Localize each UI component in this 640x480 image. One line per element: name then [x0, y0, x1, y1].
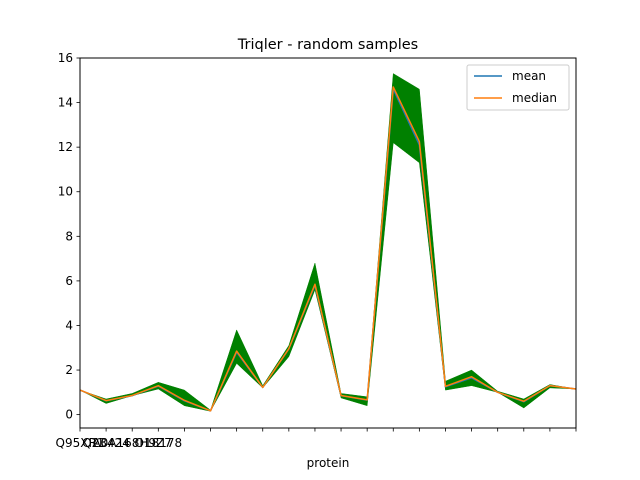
y-axis: 0 2 4 6 8 10 12 14 16 [58, 51, 80, 422]
x-tick-label: Q23424 [82, 436, 130, 450]
y-tick-label: 10 [58, 185, 73, 199]
y-tick-label: 14 [58, 96, 73, 110]
x-tick-label: O18178 [135, 436, 183, 450]
y-tick-label: 2 [65, 363, 73, 377]
y-tick-label: 4 [65, 318, 73, 332]
plot-frame [79, 57, 577, 429]
series-line-median [79, 86, 577, 412]
legend-label-median: median [512, 91, 557, 105]
y-tick-label: 12 [58, 140, 73, 154]
legend: mean median [466, 64, 570, 111]
y-tick-label: 6 [65, 274, 73, 288]
x-tick-label: A0A168H9Z7 [92, 436, 171, 450]
x-axis-label: protein [307, 456, 350, 470]
chart-title: Triqler - random samples [237, 37, 418, 53]
y-tick-label: 0 [65, 408, 73, 422]
y-tick-label: 8 [65, 229, 73, 243]
legend-label-mean: mean [512, 69, 546, 83]
y-tick-label: 16 [58, 51, 73, 65]
series-layer [79, 86, 577, 412]
x-tick-label: Q95XR1 [56, 436, 105, 450]
